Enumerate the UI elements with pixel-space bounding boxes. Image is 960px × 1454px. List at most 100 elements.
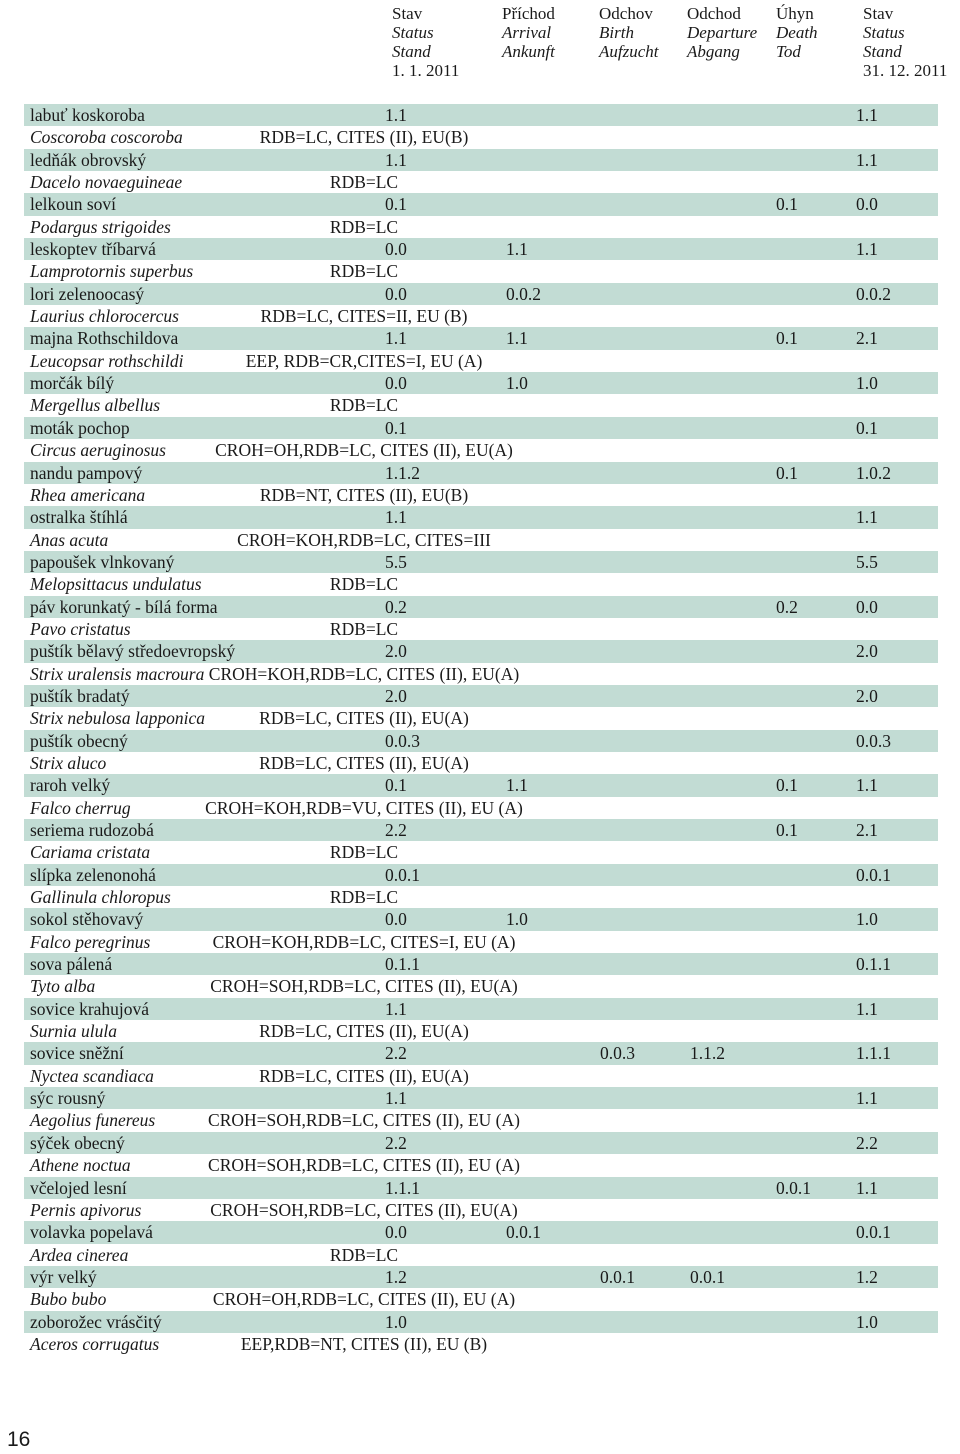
protection-status: CROH=OH,RDB=LC, CITES (II), EU(A) xyxy=(215,440,513,461)
protection-status: RDB=LC, CITES (II), EU(A) xyxy=(259,1065,469,1086)
species-row: puštík bělavý středoevropský 2.0 2.0 xyxy=(24,640,938,663)
count-value: 0.0 xyxy=(385,283,407,304)
count-value: 0.0.2 xyxy=(856,283,891,304)
latin-row: Lamprotornis superbus RDB=LC xyxy=(24,260,938,283)
count-value: 0.0.1 xyxy=(600,1266,635,1287)
header-line: Stav xyxy=(392,4,423,23)
common-name: sýček obecný xyxy=(30,1132,125,1153)
common-name: lori zelenoocasý xyxy=(30,283,145,304)
species-row: nandu pampový 1.1.2 0.1 1.0.2 xyxy=(24,461,938,484)
common-name: slípka zelenonohá xyxy=(30,864,156,885)
common-name: sýc rousný xyxy=(30,1088,106,1109)
latin-name: Podargus strigoides xyxy=(30,216,171,237)
header-line: Arrival xyxy=(502,23,552,42)
latin-row: Aegolius funereus CROH=SOH,RDB=LC, CITES … xyxy=(24,1109,938,1132)
count-value: 1.0 xyxy=(856,373,878,394)
latin-name: Rhea americana xyxy=(30,484,146,505)
common-name: papoušek vlnkovaný xyxy=(30,551,175,572)
count-value: 2.2 xyxy=(385,1043,407,1064)
count-value: 1.1 xyxy=(856,1177,878,1198)
latin-name: Laurius chlorocercus xyxy=(30,306,179,327)
header-line: Tod xyxy=(776,42,801,61)
count-value: 1.0 xyxy=(506,909,528,930)
common-name: sovice krahujová xyxy=(30,998,150,1019)
common-name: moták pochop xyxy=(30,417,130,438)
common-name: puštík obecný xyxy=(30,730,128,751)
count-value: 1.1 xyxy=(385,507,407,528)
common-name: sova pálená xyxy=(30,954,113,975)
latin-name: Pernis apivorus xyxy=(30,1199,142,1220)
species-row: seriema rudozobá 2.2 0.1 2.1 xyxy=(24,819,938,842)
species-table: labuť koskoroba 1.1 1.1 Coscoroba coscoroba… xyxy=(24,104,938,1356)
count-value: 0.1.1 xyxy=(385,954,420,975)
header-column: Příchod Arrival Ankunft xyxy=(502,4,555,80)
count-value: 1.1 xyxy=(385,1088,407,1109)
latin-row: Rhea americana RDB=NT, CITES (II), EU(B) xyxy=(24,483,938,507)
species-row: labuť koskoroba 1.1 1.1 xyxy=(24,104,938,127)
count-value: 2.1 xyxy=(856,820,878,840)
protection-status: RDB=LC xyxy=(329,216,399,237)
species-row: papoušek vlnkovaný 5.5 5.5 xyxy=(24,550,938,574)
count-value: 0.2 xyxy=(776,596,798,617)
latin-row: Ardea cinerea RDB=LC xyxy=(24,1243,938,1266)
latin-row: Leucopsar rothschildi EEP, RDB=CR,CITES=I… xyxy=(24,349,938,373)
protection-status: RDB=LC xyxy=(329,618,399,639)
latin-row: Falco peregrinus CROH=KOH,RDB=LC, CITES=I… xyxy=(24,930,938,954)
species-row: majna Rothschildova 1.1 1.1 0.1 2.1 xyxy=(24,327,938,350)
latin-row: Laurius chlorocercus RDB=LC, CITES=II, EU… xyxy=(24,305,938,328)
count-value: 2.2 xyxy=(856,1132,878,1153)
count-value: 1.2 xyxy=(856,1266,878,1287)
common-name: puštík bělavý středoevropský xyxy=(30,641,236,662)
count-value: 0.0.1 xyxy=(856,864,891,885)
count-value: 1.1 xyxy=(856,1088,878,1109)
count-value: 2.0 xyxy=(856,685,878,706)
protection-status: RDB=LC xyxy=(329,887,399,908)
count-value: 1.0 xyxy=(506,373,528,394)
count-value: 0.0.1 xyxy=(856,1222,891,1243)
common-name: sovice sněžní xyxy=(30,1043,124,1064)
count-value: 5.5 xyxy=(385,551,407,572)
species-row: ledňák obrovský 1.1 1.1 xyxy=(24,148,938,172)
latin-name: Pavo cristatus xyxy=(30,618,131,639)
common-name: zoborožec vrásčitý xyxy=(30,1311,162,1332)
species-row: sovice krahujová 1.1 1.1 xyxy=(24,997,938,1021)
count-value: 1.0.2 xyxy=(856,462,891,483)
count-value: 0.1 xyxy=(385,417,407,438)
count-value: 1.1 xyxy=(856,149,878,170)
header-line: Aufzucht xyxy=(599,42,659,61)
count-value: 1.1 xyxy=(856,998,878,1019)
species-row: volavka popelavá 0.0 0.0.1 0.0.1 xyxy=(24,1221,938,1244)
count-value: 0.0.1 xyxy=(690,1266,725,1287)
count-value: 0.1 xyxy=(776,775,798,796)
species-row: morčák bílý 0.0 1.0 1.0 xyxy=(24,372,938,395)
count-value: 1.0 xyxy=(385,1311,407,1332)
protection-status: CROH=SOH,RDB=LC, CITES (II), EU (A) xyxy=(208,1155,520,1176)
latin-row: Falco cherrug CROH=KOH,RDB=VU, CITES (II)… xyxy=(24,796,938,819)
common-name: nandu pampový xyxy=(30,462,143,483)
protection-status: CROH=KOH,RDB=LC, CITES (II), EU(A) xyxy=(208,663,520,684)
latin-name: Athene noctua xyxy=(30,1155,131,1176)
latin-row: Bubo bubo CROH=OH,RDB=LC, CITES (II), EU … xyxy=(24,1288,938,1311)
common-name: ostralka štíhlá xyxy=(30,507,128,528)
count-value: 2.2 xyxy=(385,820,407,840)
common-name: páv korunkatý - bílá forma xyxy=(30,596,218,617)
header-line: Status xyxy=(863,23,905,42)
count-value: 1.1 xyxy=(856,239,878,260)
common-name: výr velký xyxy=(30,1266,97,1287)
header-line xyxy=(502,61,555,80)
common-name: morčák bílý xyxy=(30,373,115,394)
column-header: Stav Status Stand 1. 1. 2011 Příchod Arrival A… xyxy=(0,4,960,88)
count-value: 2.2 xyxy=(385,1132,407,1153)
count-value: 0.1 xyxy=(856,417,878,438)
latin-row: Pernis apivorus CROH=SOH,RDB=LC, CITES (I… xyxy=(24,1198,938,1222)
count-value: 0.0 xyxy=(856,194,878,215)
count-value: 1.2 xyxy=(385,1266,407,1287)
common-name: sokol stěhovavý xyxy=(30,909,144,930)
protection-status: RDB=LC xyxy=(329,842,399,863)
protection-status: RDB=LC, CITES (II), EU(A) xyxy=(259,708,469,729)
latin-name: Aceros corrugatus xyxy=(30,1333,160,1354)
header-line: Ankunft xyxy=(502,42,555,61)
count-value: 2.1 xyxy=(856,328,878,349)
header-line xyxy=(599,61,659,80)
header-line: Úhyn xyxy=(776,4,814,23)
